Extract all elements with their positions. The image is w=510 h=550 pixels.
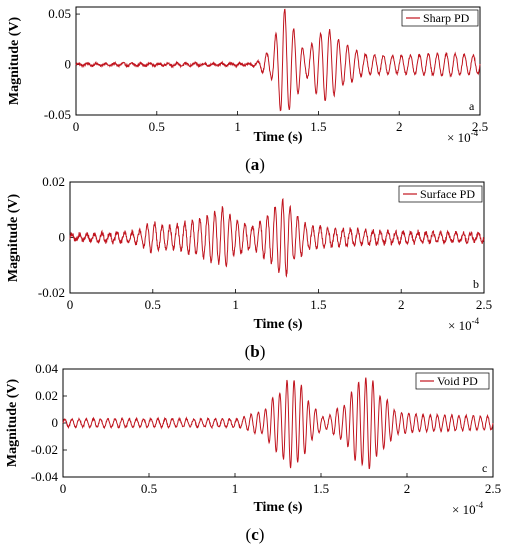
y-tick-label: 0.02 <box>42 174 65 189</box>
panel-letter: c <box>482 461 487 475</box>
y-tick-label: -0.05 <box>44 107 71 122</box>
legend-box <box>415 372 490 390</box>
x-tick-label: 1.5 <box>310 297 326 312</box>
y-tick-label: -0.04 <box>31 469 59 484</box>
legend-label: Void PD <box>437 374 478 388</box>
x-tick-label: 2.5 <box>472 119 488 134</box>
y-tick-label: 0.05 <box>48 6 71 21</box>
signal-trace-surface-pd <box>69 198 485 278</box>
y-axis-label: Magnitude (V) <box>5 379 20 468</box>
x-tick-label: 1.5 <box>313 481 329 496</box>
x-multiplier: × 10-4 <box>447 128 479 145</box>
x-tick-label: 2.5 <box>485 481 501 496</box>
panel-letter: a <box>469 99 475 113</box>
legend-label: Sharp PD <box>423 11 470 25</box>
x-tick-label: 2 <box>396 119 403 134</box>
x-multiplier: × 10-4 <box>452 500 484 517</box>
legend: Void PD <box>415 372 490 390</box>
x-tick-label: 0 <box>67 297 74 312</box>
caption-letter: c <box>251 525 259 544</box>
panel-caption: (b) <box>245 342 266 361</box>
x-multiplier-exp: -4 <box>471 128 479 138</box>
y-axis-label: Magnitude (V) <box>7 17 22 106</box>
panel-caption: (a) <box>245 155 265 174</box>
caption-open: ( <box>245 155 251 174</box>
panel-void-pd: -0.04 -0.02 0 0.02 0.04 0 0.5 1 1.5 2 2.5 Void PD… <box>5 361 501 544</box>
signal-trace-void-pd <box>62 377 494 470</box>
legend-box <box>401 9 479 27</box>
y-tick-label: 0 <box>65 57 72 72</box>
y-tick-label: -0.02 <box>38 285 65 300</box>
x-multiplier-exp: -4 <box>472 316 480 326</box>
panel-caption: (c) <box>246 525 265 544</box>
x-axis: 0 0.5 1 1.5 2 2.5 <box>73 111 488 134</box>
x-multiplier-base: × 10 <box>448 318 472 333</box>
x-tick-label: 1 <box>232 481 239 496</box>
x-multiplier: × 10-4 <box>448 316 480 333</box>
caption-close: ) <box>260 342 266 361</box>
x-tick-label: 1.5 <box>310 119 326 134</box>
caption-letter: a <box>251 155 260 174</box>
caption-open: ( <box>246 525 252 544</box>
x-tick-label: 0.5 <box>141 481 157 496</box>
x-multiplier-base: × 10 <box>452 502 476 517</box>
x-axis-label: Time (s) <box>253 130 302 145</box>
y-tick-label: 0.04 <box>35 361 58 376</box>
legend-label: Surface PD <box>420 187 475 201</box>
x-tick-label: 0 <box>73 119 80 134</box>
signal-trace-sharp-pd <box>75 8 481 112</box>
y-tick-label: 0.02 <box>35 388 58 403</box>
x-tick-label: 2 <box>404 481 411 496</box>
y-axis: -0.05 0 0.05 <box>44 6 80 122</box>
x-multiplier-exp: -4 <box>476 500 484 510</box>
caption-open: ( <box>245 342 251 361</box>
x-axis: 0 0.5 1 1.5 2 2.5 <box>67 289 492 312</box>
caption-letter: b <box>250 342 259 361</box>
x-tick-label: 1 <box>234 119 241 134</box>
x-axis-label: Time (s) <box>253 500 302 515</box>
y-axis-label: Magnitude (V) <box>6 194 21 283</box>
y-tick-label: 0 <box>59 230 66 245</box>
x-tick-label: 0.5 <box>149 119 165 134</box>
legend-box <box>398 185 483 203</box>
y-tick-label: -0.02 <box>31 442 58 457</box>
x-axis: 0 0.5 1 1.5 2 2.5 <box>60 473 501 496</box>
x-multiplier-base: × 10 <box>447 130 471 145</box>
caption-close: ) <box>259 525 265 544</box>
y-axis: -0.02 0 0.02 <box>38 174 74 300</box>
x-axis-label: Time (s) <box>253 317 302 332</box>
x-tick-label: 1 <box>232 297 239 312</box>
legend: Sharp PD <box>401 9 479 27</box>
plot-frame <box>75 6 481 116</box>
y-axis: -0.04 -0.02 0 0.02 0.04 <box>31 361 67 484</box>
legend: Surface PD <box>398 185 483 203</box>
panel-letter: b <box>473 277 479 291</box>
x-tick-label: 0.5 <box>145 297 161 312</box>
y-tick-label: 0 <box>52 415 59 430</box>
x-tick-label: 2.5 <box>476 297 492 312</box>
caption-close: ) <box>259 155 265 174</box>
x-tick-label: 2 <box>398 297 405 312</box>
x-tick-label: 0 <box>60 481 67 496</box>
